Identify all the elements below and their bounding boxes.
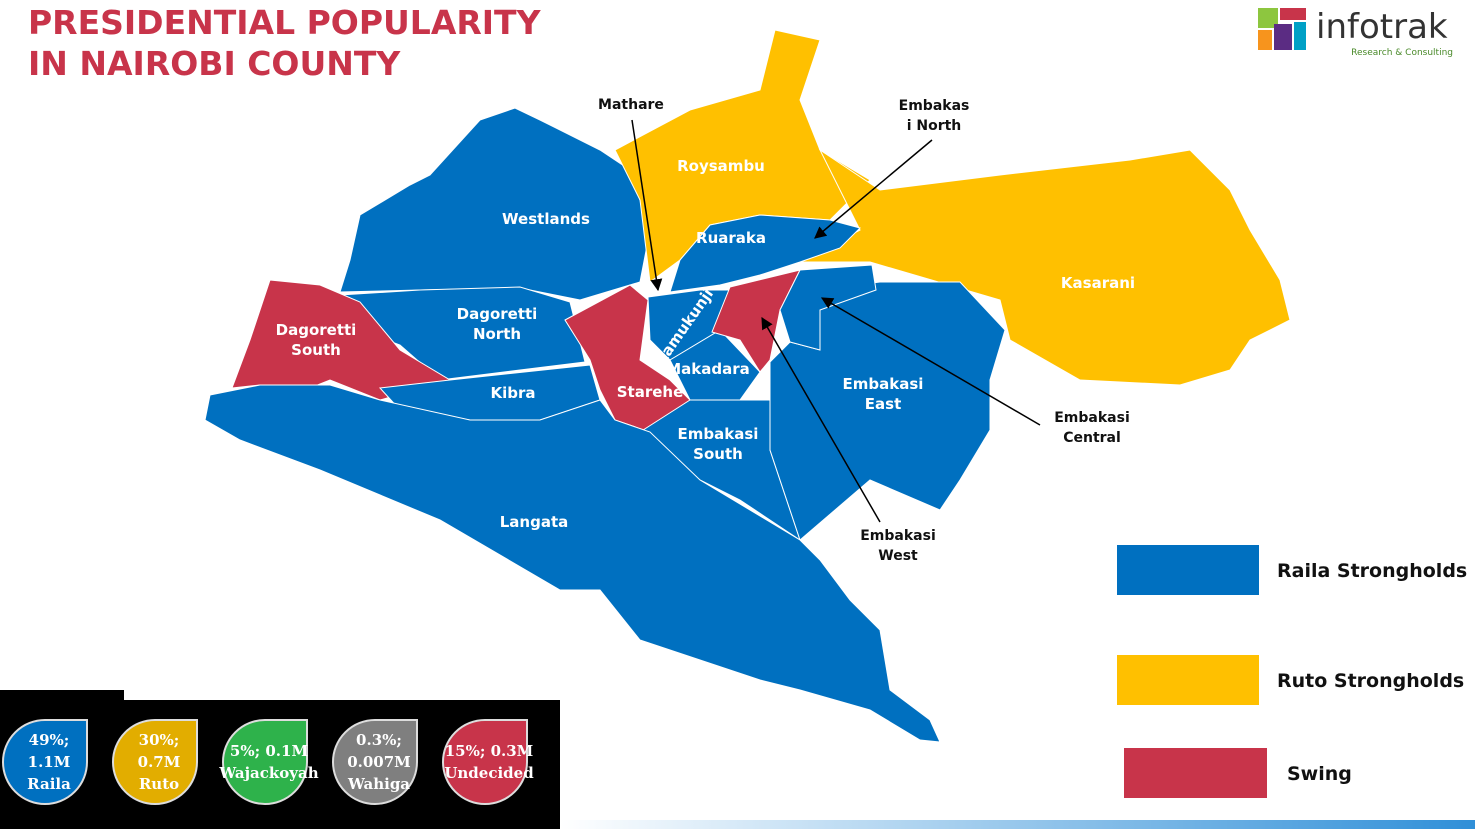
legend: Raila Strongholds Ruto Strongholds Swing	[1117, 545, 1467, 798]
bubble-text: 0.7M	[138, 753, 181, 771]
bubble-text: Wajackoyah	[218, 764, 318, 782]
callout-label: Embakasi	[860, 528, 936, 544]
legend-label: Swing	[1287, 763, 1352, 785]
callout-arrow	[761, 316, 881, 523]
region-label: South	[693, 445, 743, 463]
bubble	[222, 719, 308, 805]
callout-label: Embakasi	[1054, 410, 1130, 426]
bubble	[112, 719, 198, 805]
bubble-text: 0.3%;	[356, 731, 402, 749]
legend-swatch	[1124, 748, 1267, 798]
bubble-text: 30%;	[139, 731, 180, 749]
region-label: Embakasi	[843, 375, 924, 393]
title-line: PRESIDENTIAL POPULARITY	[28, 3, 542, 42]
region	[799, 148, 1291, 386]
region-label: Makadara	[666, 360, 750, 378]
region-label: South	[291, 341, 341, 359]
bubble	[332, 719, 418, 805]
callout-label: i North	[907, 118, 962, 134]
region	[779, 264, 877, 351]
logo-name: infotrak	[1316, 7, 1448, 47]
region-label: Roysambu	[677, 157, 765, 175]
legend-label: Raila Strongholds	[1277, 560, 1467, 582]
legend-swatch	[1117, 655, 1259, 705]
bubble-text: 5%; 0.1M	[230, 742, 308, 760]
region-label: Dagoretti	[276, 321, 357, 339]
callout-label: West	[878, 548, 918, 564]
legend-swatch	[1117, 545, 1259, 595]
logo-icon	[1258, 8, 1306, 50]
callout-label: Mathare	[598, 97, 664, 113]
bubble-text: 0.007M	[347, 753, 411, 771]
bubble	[442, 719, 528, 805]
bubbles: 49%; 1.1M Raila 30%; 0.7M Ruto 5%; 0.1M Wajacko…	[2, 719, 534, 805]
bubble-text: 49%;	[29, 731, 70, 749]
region	[669, 214, 861, 293]
region-label: Ruaraka	[696, 229, 766, 247]
logo-tagline: Research & Consulting	[1351, 48, 1453, 58]
region	[204, 384, 941, 743]
region	[669, 329, 761, 401]
bubble-text: 1.1M	[28, 753, 71, 771]
callout-arrow	[631, 119, 663, 292]
region-label: Embakasi	[678, 425, 759, 443]
title-line: IN NAIROBI COUNTY	[28, 44, 401, 83]
region-label: Dagoretti	[457, 305, 538, 323]
region-label: Westlands	[502, 210, 590, 228]
bubble-text: 15%; 0.3M	[445, 742, 534, 760]
bubble-text: Undecided	[444, 764, 534, 782]
region	[231, 279, 452, 401]
region-label: East	[865, 395, 901, 413]
bubble	[2, 719, 88, 805]
callout-arrow	[820, 297, 1041, 426]
region	[339, 107, 651, 301]
region-label: North	[473, 325, 521, 343]
bubble-text: Wahiga	[347, 775, 410, 793]
callout-label: Central	[1063, 430, 1121, 446]
regions	[204, 29, 1291, 743]
bubble-text: Raila	[27, 775, 71, 793]
footer-strip	[560, 820, 1475, 829]
region	[614, 29, 871, 283]
callout-label: Embakas	[899, 98, 970, 114]
region-label: Kasarani	[1061, 274, 1135, 292]
callout-arrow	[814, 139, 933, 239]
region-label: Starehe	[617, 383, 684, 401]
bubble-text: Ruto	[139, 775, 179, 793]
region-label: Kibra	[490, 384, 535, 402]
legend-label: Ruto Strongholds	[1277, 670, 1464, 692]
region-label: Langata	[500, 513, 569, 531]
